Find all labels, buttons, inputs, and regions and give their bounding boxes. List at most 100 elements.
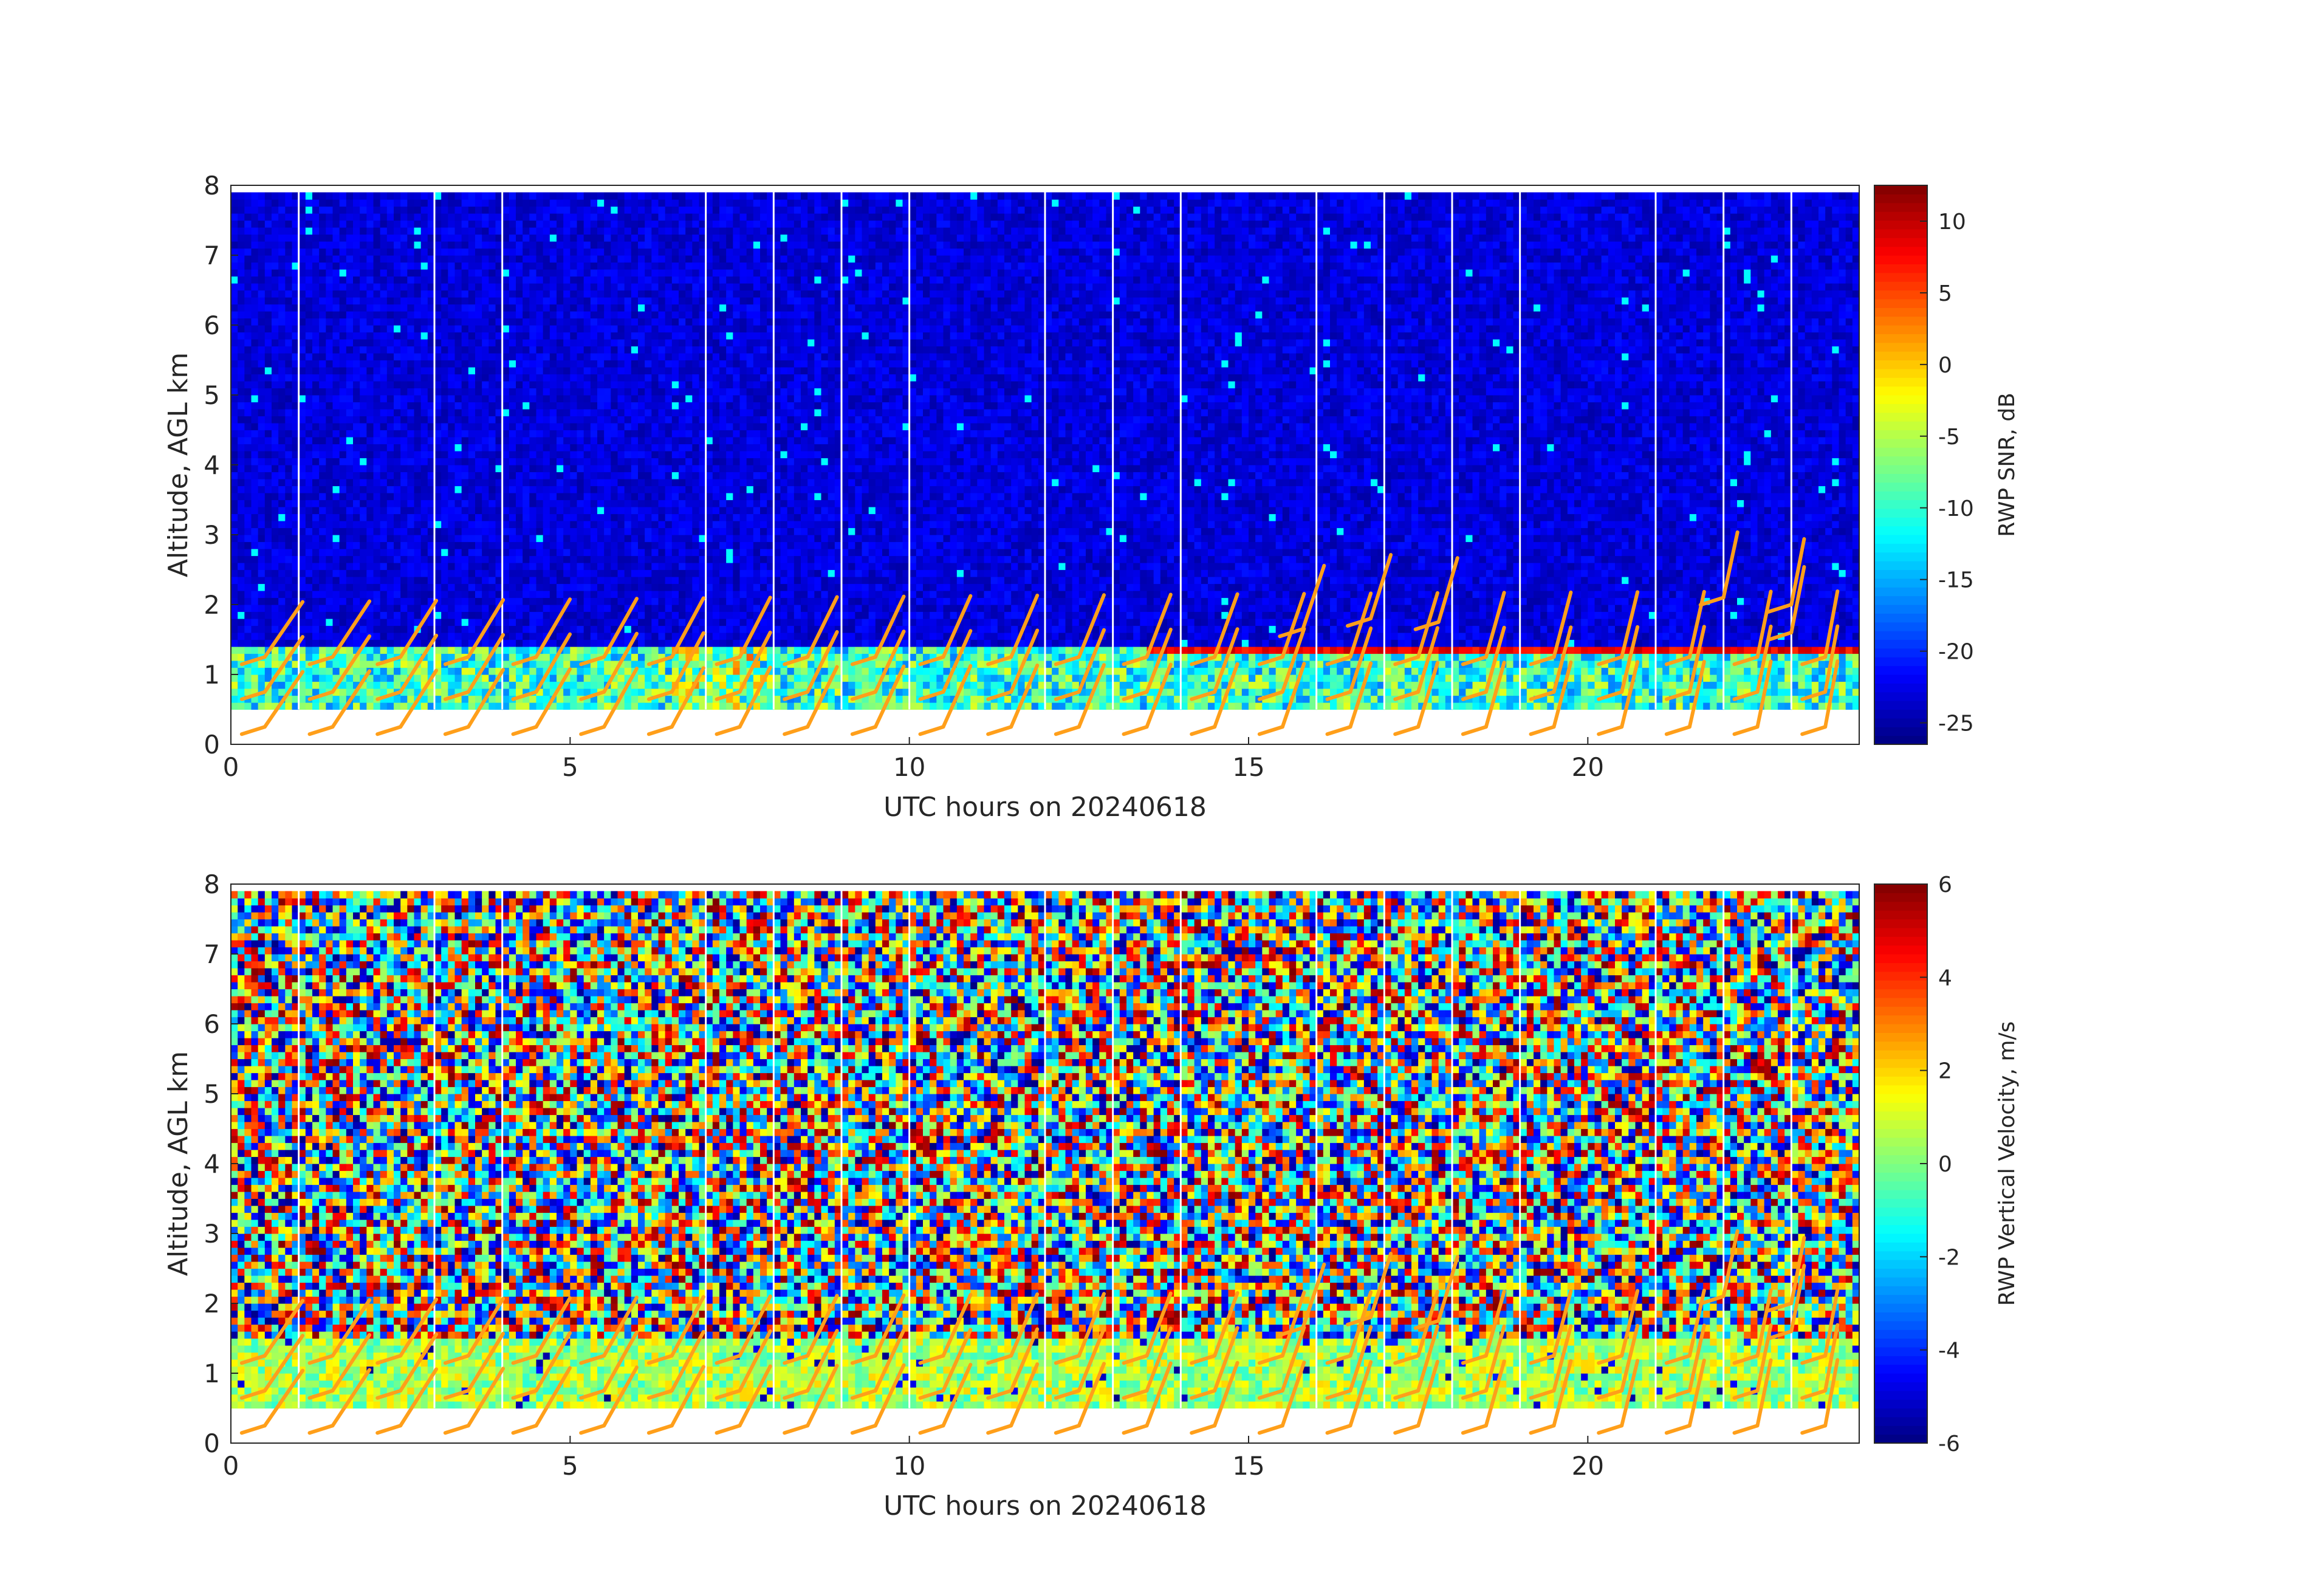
- heatmap-cell: [563, 255, 571, 263]
- heatmap-cell: [292, 688, 300, 696]
- heatmap-cell: [468, 527, 476, 535]
- heatmap-cell: [258, 633, 266, 640]
- heatmap-cell: [366, 563, 374, 571]
- heatmap-cell: [441, 423, 448, 431]
- heatmap-cell: [590, 360, 598, 368]
- heatmap-cell: [624, 269, 632, 277]
- heatmap-cell: [407, 283, 415, 291]
- heatmap-cell: [298, 639, 306, 647]
- heatmap-cell: [346, 451, 354, 459]
- heatmap-cell: [360, 611, 367, 619]
- heatmap-cell: [509, 674, 516, 682]
- heatmap-cell: [326, 332, 334, 340]
- heatmap-cell: [468, 688, 476, 696]
- heatmap-cell: [420, 563, 428, 571]
- heatmap-cell: [638, 444, 645, 451]
- heatmap-cell: [651, 255, 659, 263]
- heatmap-cell: [631, 660, 639, 668]
- heatmap-cell: [597, 367, 605, 375]
- heatmap-cell: [414, 248, 422, 256]
- heatmap-cell: [624, 605, 632, 612]
- heatmap-cell: [285, 555, 293, 563]
- heatmap-cell: [495, 367, 503, 375]
- heatmap-cell: [298, 430, 306, 437]
- heatmap-cell: [495, 234, 503, 242]
- heatmap-cell: [380, 416, 388, 424]
- heatmap-cell: [400, 507, 408, 515]
- heatmap-cell: [624, 241, 632, 249]
- heatmap-cell: [346, 549, 354, 557]
- heatmap-cell: [272, 527, 279, 535]
- heatmap-cell: [488, 213, 496, 221]
- heatmap-cell: [536, 479, 544, 487]
- heatmap-cell: [278, 213, 286, 221]
- heatmap-cell: [468, 485, 476, 493]
- heatmap-cell: [665, 507, 673, 515]
- heatmap-cell: [394, 633, 401, 640]
- heatmap-cell: [475, 611, 482, 619]
- heatmap-cell: [441, 388, 448, 396]
- heatmap-cell: [264, 206, 272, 214]
- heatmap-cell: [488, 458, 496, 465]
- heatmap-cell: [360, 597, 367, 605]
- heatmap-cell: [651, 597, 659, 605]
- heatmap-cell: [671, 311, 679, 319]
- heatmap-cell: [617, 535, 625, 543]
- heatmap-cell: [685, 569, 693, 577]
- heatmap-cell: [502, 374, 510, 382]
- heatmap-cell: [631, 248, 639, 256]
- heatmap-cell: [529, 290, 537, 298]
- heatmap-cell: [549, 227, 557, 235]
- heatmap-cell: [427, 290, 435, 298]
- heatmap-cell: [332, 227, 340, 235]
- heatmap-cell: [671, 199, 679, 207]
- heatmap-cell: [475, 688, 482, 696]
- heatmap-cell: [624, 660, 632, 668]
- heatmap-cell: [549, 499, 557, 507]
- heatmap-cell: [353, 199, 360, 207]
- heatmap-cell: [685, 527, 693, 535]
- heatmap-cell: [617, 283, 625, 291]
- heatmap-cell: [475, 458, 482, 465]
- heatmap-cell: [400, 269, 408, 277]
- heatmap-cell: [298, 611, 306, 619]
- heatmap-cell: [509, 527, 516, 535]
- heatmap-cell: [386, 507, 394, 515]
- heatmap-cell: [685, 472, 693, 479]
- heatmap-cell: [400, 541, 408, 549]
- heatmap-cell: [427, 458, 435, 465]
- heatmap-cell: [563, 311, 571, 319]
- heatmap-cell: [251, 437, 259, 445]
- heatmap-cell: [231, 625, 238, 633]
- heatmap-cell: [353, 513, 360, 521]
- heatmap-cell: [400, 549, 408, 557]
- heatmap-cell: [671, 485, 679, 493]
- heatmap-cell: [312, 423, 320, 431]
- heatmap-cell: [529, 262, 537, 270]
- heatmap-cell: [238, 527, 245, 535]
- heatmap-cell: [563, 702, 571, 710]
- heatmap-cell: [380, 269, 388, 277]
- heatmap-cell: [679, 241, 686, 249]
- heatmap-cell: [278, 339, 286, 347]
- heatmap-cell: [495, 563, 503, 571]
- heatmap-cell: [454, 374, 462, 382]
- heatmap-cell: [536, 367, 544, 375]
- heatmap-cell: [427, 318, 435, 326]
- heatmap-cell: [339, 367, 347, 375]
- heatmap-cell: [305, 374, 313, 382]
- heatmap-cell: [549, 248, 557, 256]
- heatmap-cell: [244, 541, 252, 549]
- heatmap-cell: [420, 591, 428, 599]
- heatmap-cell: [386, 381, 394, 389]
- heatmap-cell: [563, 206, 571, 214]
- heatmap-cell: [475, 479, 482, 487]
- heatmap-cell: [448, 423, 456, 431]
- heatmap-cell: [231, 255, 238, 263]
- heatmap-cell: [454, 563, 462, 571]
- heatmap-cell: [427, 688, 435, 696]
- heatmap-cell: [264, 563, 272, 571]
- heatmap-cell: [312, 569, 320, 577]
- heatmap-cell: [516, 339, 523, 347]
- heatmap-cell: [264, 702, 272, 710]
